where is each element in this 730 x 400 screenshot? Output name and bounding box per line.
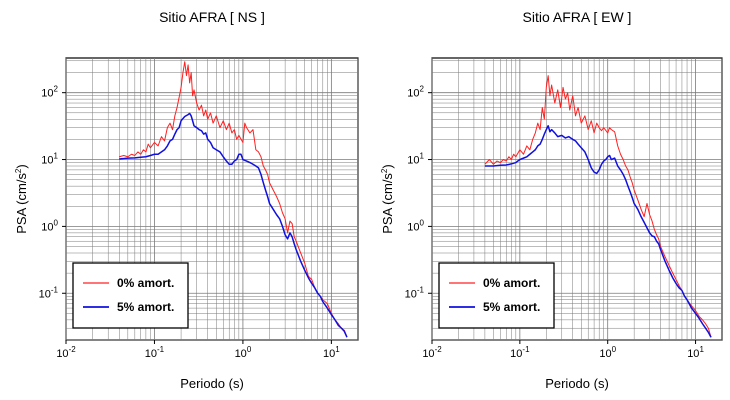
y-axis-label-text: PSA (cm/s — [380, 173, 395, 234]
y-axis-label-superscript: 2 — [380, 168, 389, 173]
x-tick-label: 10-1 — [145, 345, 165, 360]
x-tick-exponent: 0 — [247, 345, 252, 354]
y-tick-base: 10 — [41, 88, 53, 100]
x-tick-exponent: -1 — [157, 345, 165, 354]
chart-title: Sitio AFRA [ NS ] — [159, 9, 265, 25]
x-tick-label: 100 — [235, 345, 252, 360]
legend-label: 0% amort. — [117, 276, 174, 290]
y-axis-label-superscript: 2 — [14, 168, 23, 173]
y-tick-label: 100 — [41, 218, 58, 233]
y-tick-label: 102 — [407, 85, 424, 100]
x-tick-base: 10 — [422, 348, 434, 360]
x-axis-label: Periodo (s) — [180, 376, 244, 391]
x-tick-label: 100 — [599, 345, 616, 360]
series-line-red — [119, 61, 348, 338]
series-line-blue — [484, 125, 712, 338]
y-tick-label: 100 — [407, 218, 424, 233]
y-tick-label: 10-1 — [39, 285, 59, 300]
x-tick-label: 10-2 — [56, 345, 76, 360]
y-tick-base: 10 — [41, 221, 53, 233]
x-tick-base: 10 — [323, 348, 335, 360]
y-axis-label-text: PSA (cm/s — [14, 173, 29, 234]
y-tick-exponent: 1 — [54, 152, 59, 161]
x-axis-label: Periodo (s) — [545, 376, 609, 391]
x-tick-label: 101 — [687, 345, 704, 360]
x-tick-exponent: -1 — [522, 345, 530, 354]
legend-label: 0% amort. — [483, 276, 540, 290]
legend-label: 5% amort. — [117, 300, 174, 314]
x-tick-exponent: 0 — [612, 345, 617, 354]
legend: 0% amort. 5% amort. — [72, 262, 189, 329]
x-tick-exponent: 1 — [335, 345, 340, 354]
x-tick-exponent: 1 — [699, 345, 704, 354]
y-axis-label-close: ) — [380, 164, 395, 168]
y-tick-exponent: -1 — [51, 285, 59, 294]
x-tick-label: 10-2 — [422, 345, 442, 360]
x-tick-base: 10 — [145, 348, 157, 360]
series-line-red — [484, 75, 712, 338]
x-tick-exponent: -2 — [435, 345, 443, 354]
x-tick-base: 10 — [510, 348, 522, 360]
x-tick-base: 10 — [56, 348, 68, 360]
y-axis-label: PSA (cm/s2) — [14, 164, 29, 233]
y-tick-base: 10 — [407, 155, 419, 167]
y-tick-base: 10 — [407, 221, 419, 233]
legend-box — [72, 262, 189, 329]
y-axis-label-close: ) — [14, 164, 29, 168]
y-axis-label: PSA (cm/s2) — [380, 164, 395, 233]
y-tick-exponent: 2 — [54, 85, 59, 94]
y-tick-label: 101 — [41, 152, 58, 167]
x-tick-label: 10-1 — [510, 345, 530, 360]
x-tick-label: 101 — [323, 345, 340, 360]
chart-title: Sitio AFRA [ EW ] — [523, 9, 632, 25]
y-tick-exponent: 0 — [420, 218, 425, 227]
y-tick-exponent: 2 — [420, 85, 425, 94]
y-tick-base: 10 — [405, 288, 417, 300]
y-tick-exponent: 1 — [420, 152, 425, 161]
x-tick-base: 10 — [599, 348, 611, 360]
x-tick-base: 10 — [687, 348, 699, 360]
legend: 0% amort. 5% amort. — [438, 262, 555, 329]
series-line-blue — [119, 112, 348, 338]
legend-box — [438, 262, 555, 329]
y-tick-base: 10 — [41, 155, 53, 167]
y-tick-label: 10-1 — [405, 285, 425, 300]
x-tick-base: 10 — [235, 348, 247, 360]
y-tick-label: 102 — [41, 85, 58, 100]
legend-label: 5% amort. — [483, 300, 540, 314]
y-tick-exponent: 0 — [54, 218, 59, 227]
x-tick-exponent: -2 — [69, 345, 77, 354]
y-tick-label: 101 — [407, 152, 424, 167]
y-tick-base: 10 — [39, 288, 51, 300]
y-tick-base: 10 — [407, 88, 419, 100]
y-tick-exponent: -1 — [417, 285, 425, 294]
